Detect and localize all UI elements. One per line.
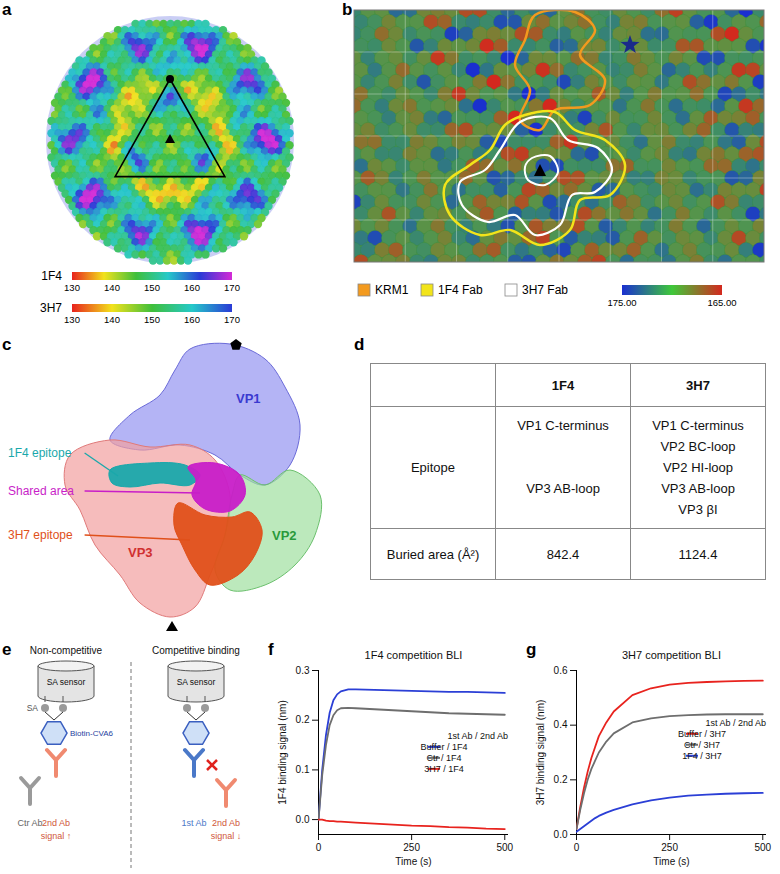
html-text:VP2 HI-loop: VP2 HI-loop xyxy=(663,460,733,475)
svg-text:1F4 epitope: 1F4 epitope xyxy=(8,446,72,460)
svg-text:1F4 competition BLI: 1F4 competition BLI xyxy=(365,649,463,661)
svg-text:130: 130 xyxy=(64,314,80,325)
html-text:a: a xyxy=(2,0,12,19)
svg-text:3H7 Fab: 3H7 Fab xyxy=(522,283,568,297)
html-text:842.4: 842.4 xyxy=(546,546,580,562)
svg-text:500: 500 xyxy=(754,842,771,853)
html-text:b: b xyxy=(342,0,353,19)
svg-text:SA sensor: SA sensor xyxy=(177,677,216,687)
svg-text:2nd Ab: 2nd Ab xyxy=(42,818,70,828)
svg-text:160: 160 xyxy=(184,314,200,325)
html-text:Buried area (Å²): Buried area (Å²) xyxy=(386,546,480,562)
svg-text:VP2: VP2 xyxy=(272,528,297,543)
svg-text:150: 150 xyxy=(144,314,160,325)
svg-text:Non-competitive: Non-competitive xyxy=(30,645,103,656)
html-text:g: g xyxy=(526,640,537,659)
svg-text:1st Ab / 2nd Ab: 1st Ab / 2nd Ab xyxy=(705,718,766,728)
svg-text:3H7 binding signal (nm): 3H7 binding signal (nm) xyxy=(535,700,546,806)
html-text:1F4: 1F4 xyxy=(551,377,575,393)
svg-text:Shared area: Shared area xyxy=(8,484,74,498)
svg-text:3H7 / 1F4: 3H7 / 1F4 xyxy=(424,764,464,774)
svg-text:1F4: 1F4 xyxy=(41,269,62,283)
html-text:d: d xyxy=(354,335,365,354)
svg-text:1F4 Fab: 1F4 Fab xyxy=(438,283,483,297)
svg-text:0.4: 0.4 xyxy=(554,719,568,730)
html-text:1124.4: 1124.4 xyxy=(678,546,718,562)
svg-text:500: 500 xyxy=(496,842,513,853)
svg-text:1F4 binding signal (nm): 1F4 binding signal (nm) xyxy=(277,700,288,805)
svg-text:130: 130 xyxy=(64,282,80,293)
svg-text:Biotin-CVA6: Biotin-CVA6 xyxy=(70,729,114,738)
svg-text:0: 0 xyxy=(316,842,322,853)
svg-text:0.1: 0.1 xyxy=(296,764,310,775)
svg-text:3H7: 3H7 xyxy=(40,301,62,315)
svg-text:Buffer / 3H7: Buffer / 3H7 xyxy=(678,729,726,739)
svg-text:signal ↑: signal ↑ xyxy=(41,831,72,841)
svg-text:2nd Ab: 2nd Ab xyxy=(212,818,240,828)
svg-text:0.3: 0.3 xyxy=(296,665,310,676)
html-text:f: f xyxy=(268,640,274,659)
svg-text:3H7 competition BLI: 3H7 competition BLI xyxy=(622,649,721,661)
svg-text:140: 140 xyxy=(104,314,120,325)
svg-text:0.0: 0.0 xyxy=(296,814,310,825)
svg-text:0.6: 0.6 xyxy=(554,665,568,676)
svg-text:250: 250 xyxy=(403,842,420,853)
svg-text:140: 140 xyxy=(104,282,120,293)
html-text:3H7: 3H7 xyxy=(686,377,710,393)
html-text:VP3 AB-loop: VP3 AB-loop xyxy=(526,481,600,496)
svg-text:Ctr Ab: Ctr Ab xyxy=(17,818,42,828)
svg-text:VP1: VP1 xyxy=(236,391,261,406)
svg-text:SA sensor: SA sensor xyxy=(47,677,86,687)
html-text:VP3 AB-loop: VP3 AB-loop xyxy=(661,481,735,496)
svg-text:Ctr / 1F4: Ctr / 1F4 xyxy=(426,753,461,763)
svg-text:signal ↓: signal ↓ xyxy=(211,831,242,841)
svg-text:0.2: 0.2 xyxy=(296,714,310,725)
html-text:VP3 βI: VP3 βI xyxy=(678,502,718,517)
svg-text:1st Ab / 2nd Ab: 1st Ab / 2nd Ab xyxy=(447,731,508,741)
svg-text:150: 150 xyxy=(144,282,160,293)
svg-text:Competitive binding: Competitive binding xyxy=(152,645,240,656)
html-text:VP2 BC-loop: VP2 BC-loop xyxy=(660,439,736,454)
html-text:VP1 C-terminus: VP1 C-terminus xyxy=(652,418,744,433)
svg-text:Time (s): Time (s) xyxy=(653,856,689,867)
html-text:Epitope: Epitope xyxy=(411,460,455,475)
svg-text:250: 250 xyxy=(661,842,678,853)
svg-text:0: 0 xyxy=(574,842,580,853)
svg-text:170: 170 xyxy=(224,314,240,325)
svg-text:1st Ab: 1st Ab xyxy=(181,818,206,828)
svg-text:Buffer / 1F4: Buffer / 1F4 xyxy=(421,742,468,752)
svg-text:160: 160 xyxy=(184,282,200,293)
svg-text:165.00: 165.00 xyxy=(707,297,736,308)
svg-text:0.0: 0.0 xyxy=(554,829,568,840)
svg-text:3H7 epitope: 3H7 epitope xyxy=(8,528,73,542)
svg-text:VP3: VP3 xyxy=(128,545,153,560)
svg-text:0.2: 0.2 xyxy=(554,774,568,785)
svg-text:KRM1: KRM1 xyxy=(375,283,409,297)
html-text:e: e xyxy=(2,640,12,659)
svg-text:Ctr / 3H7: Ctr / 3H7 xyxy=(684,740,720,750)
svg-text:175.00: 175.00 xyxy=(607,297,636,308)
svg-text:170: 170 xyxy=(224,282,240,293)
html-text:VP1 C-terminus: VP1 C-terminus xyxy=(517,418,609,433)
html-text:c: c xyxy=(2,335,12,354)
svg-text:Time (s): Time (s) xyxy=(395,856,431,867)
svg-text:SA: SA xyxy=(27,703,39,713)
svg-text:1F4 / 3H7: 1F4 / 3H7 xyxy=(682,751,722,761)
